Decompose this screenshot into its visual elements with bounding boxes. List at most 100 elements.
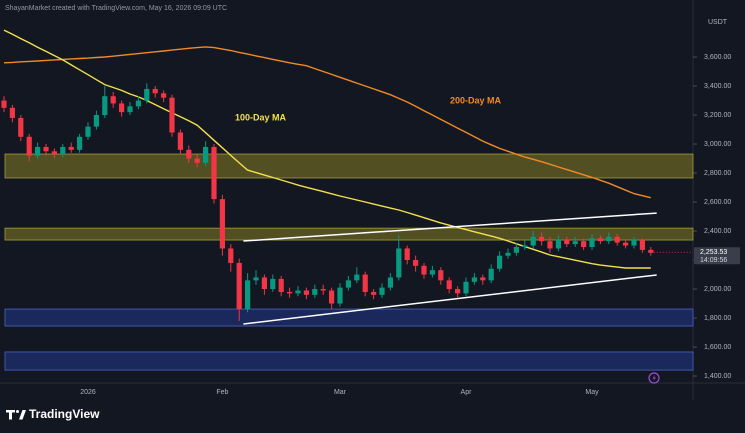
candle-body [404,248,410,261]
line-label: 200-Day MA [450,95,502,105]
candle-body [480,277,486,281]
candle-body [312,289,318,295]
candle-body [253,277,259,281]
candle-body [623,242,629,246]
candle-body [555,239,561,249]
candle-body [564,239,570,245]
logo-mark[interactable] [19,410,26,420]
y-tick-label: 1,400.00 [704,373,731,380]
candle-body [1,100,7,108]
y-tick-label: 2,000.00 [704,286,731,293]
candle-body [446,280,452,290]
candle-body [488,268,494,281]
candle-body [429,270,435,275]
candle-body [110,96,116,104]
last-price: 2,253.53 [700,249,727,256]
candle-body [144,88,150,101]
candle-body [18,117,24,137]
candle-body [51,151,57,155]
candle-body [68,146,74,150]
candle-body [228,248,234,263]
alert-circle[interactable] [648,372,660,384]
candle-body [522,245,528,247]
candle-body [396,248,402,278]
zone [4,351,694,371]
last-price-box [694,247,740,265]
x-tick-label: Mar [334,389,347,396]
trendline [243,274,657,325]
candle-body [329,290,335,304]
candle-body [505,252,511,256]
logo-mark[interactable] [6,410,15,420]
candle-body [35,146,41,156]
candle-body [631,239,637,246]
candle-body [127,106,133,113]
candle-body [371,291,377,295]
candle-body [320,289,326,291]
zone [4,153,694,179]
currency: USDT [708,19,728,26]
candle-body [539,236,545,242]
candle-body [606,236,612,242]
candle-body [186,149,192,159]
candle-body [345,280,351,288]
candle-body [26,136,32,156]
y-tick-label: 2,400.00 [704,228,731,235]
moving-average [3,46,651,199]
candle-body [597,238,603,242]
candle-body [152,88,158,94]
candle-body [648,249,654,253]
candle-body [77,136,83,150]
candle-body [102,96,108,116]
candle-body [135,100,141,107]
candle-body [387,277,393,288]
logo-mark[interactable] [16,410,19,413]
trendline [243,212,657,242]
line-label: 100-Day MA [235,112,287,122]
y-tick-label: 1,800.00 [704,315,731,322]
candle-body [9,107,15,118]
candle-body [211,146,217,200]
moving-average [3,29,651,269]
candle-body [287,291,293,294]
candle-body [581,241,587,247]
candle-body [169,97,175,133]
candle-body [572,241,578,245]
zone [4,308,694,327]
candle-body [245,280,251,310]
y-tick-label: 1,600.00 [704,344,731,351]
candle-body [455,289,461,294]
candle-body [236,262,242,310]
candle-body [194,158,200,163]
alert-bolt[interactable] [652,374,657,382]
candle-body [614,236,620,243]
candle-body [43,146,49,152]
candle-body [337,287,343,304]
candle-body [295,290,301,294]
candle-body [203,146,209,163]
y-tick-label: 2,800.00 [704,170,731,177]
candle-body [161,93,167,98]
brand[interactable]: TradingView [29,407,100,421]
candle-body [547,241,553,249]
y-tick-label: 2,600.00 [704,199,731,206]
y-tick-label: 3,400.00 [704,83,731,90]
y-tick-label: 3,000.00 [704,141,731,148]
candle-body [379,287,385,295]
candle-body [261,277,267,290]
candle-body [119,103,125,113]
y-tick-label: 3,200.00 [704,112,731,119]
candle-body [85,126,91,137]
y-tick-label: 3,600.00 [704,54,731,61]
candle-body [589,238,595,247]
alert-icon[interactable] [648,372,660,384]
candle-body [177,132,183,150]
logo[interactable]: TradingView [6,407,100,421]
candle-body [471,277,477,282]
x-tick-label: Apr [461,389,473,396]
candle-body [463,281,469,294]
candle-body [270,278,276,290]
countdown: 14:09:56 [700,257,727,264]
candle-body [421,265,427,275]
